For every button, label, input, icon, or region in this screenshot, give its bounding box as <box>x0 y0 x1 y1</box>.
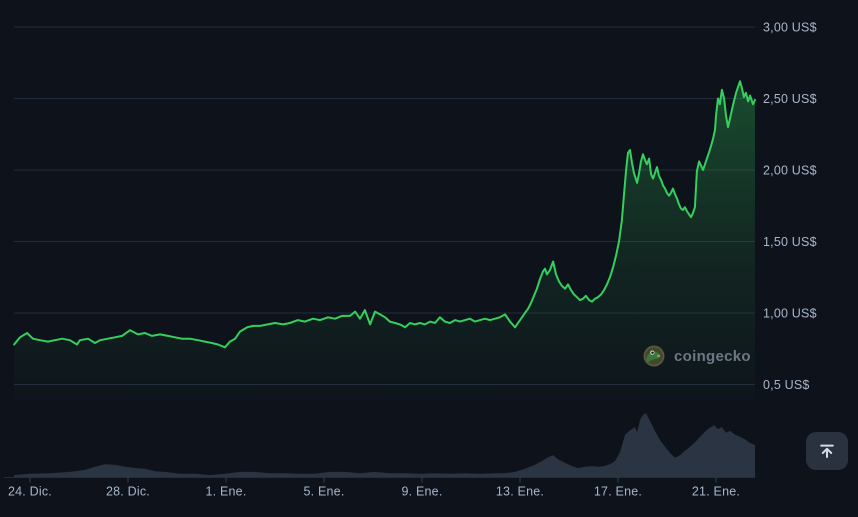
y-axis-label: 1,00 US$ <box>763 307 817 321</box>
price-area-fill <box>14 81 756 401</box>
x-axis-label: 28. Dic. <box>106 485 150 499</box>
x-axis-label: 1. Ene. <box>205 485 246 499</box>
x-axis-label: 24. Dic. <box>8 485 52 499</box>
y-axis-label: 1,50 US$ <box>763 235 817 249</box>
x-axis-labels: 24. Dic. 28. Dic. 1. Ene. 5. Ene. 9. Ene. 13.… <box>8 485 740 499</box>
scroll-to-top-button[interactable] <box>806 432 848 470</box>
x-axis-label: 13. Ene. <box>496 485 544 499</box>
y-axis-label: 3,00 US$ <box>763 21 817 35</box>
volume-histogram <box>14 413 756 477</box>
y-axis-label: 0,5 US$ <box>763 378 810 392</box>
y-axis-label: 2,00 US$ <box>763 164 817 178</box>
y-axis-labels: 3,00 US$ 2,50 US$ 2,00 US$ 1,50 US$ 1,00 US$… <box>763 21 817 393</box>
x-axis-label: 17. Ene. <box>594 485 642 499</box>
price-line <box>13 80 756 349</box>
x-axis-label: 21. Ene. <box>692 485 740 499</box>
x-axis-label: 9. Ene. <box>401 485 442 499</box>
y-axis-label: 2,50 US$ <box>763 92 817 106</box>
x-axis-label: 5. Ene. <box>303 485 344 499</box>
arrow-up-to-line-icon <box>820 444 834 458</box>
x-axis <box>4 477 755 483</box>
